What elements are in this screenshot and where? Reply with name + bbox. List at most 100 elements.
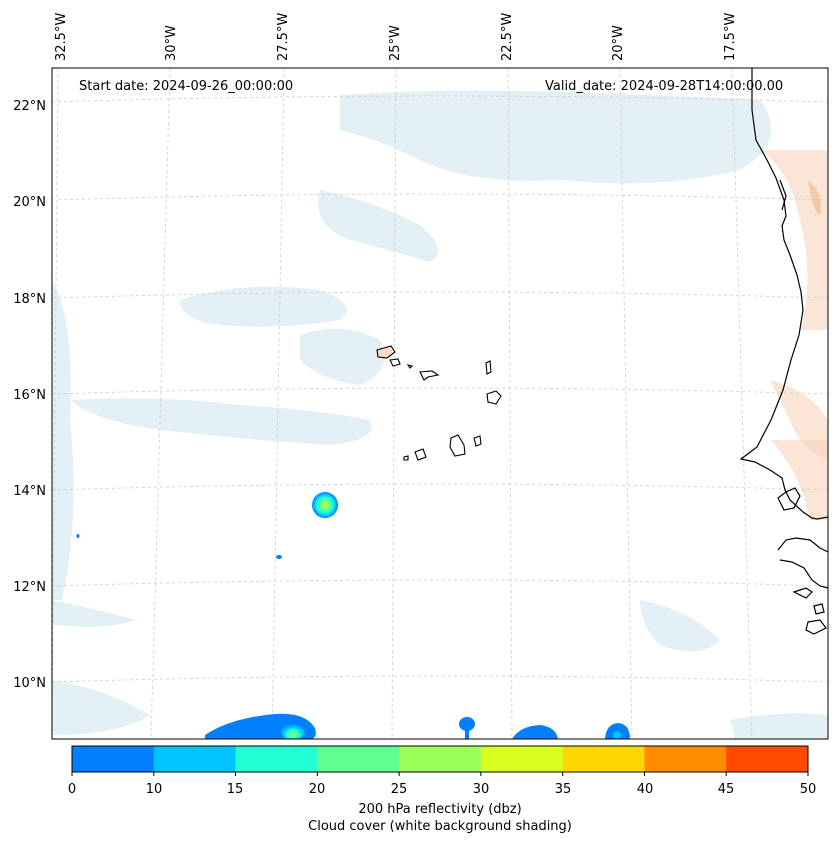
start-date-label: Start date: 2024-09-26_00:00:00 <box>79 79 294 94</box>
land-shading-south <box>770 440 828 520</box>
colorbar-segment <box>317 746 400 772</box>
island-santo-antao <box>376 345 396 359</box>
cape-verde-islands <box>376 345 502 461</box>
reflectivity-cell-south-a-stem <box>465 728 469 739</box>
cloud-edge-west <box>52 280 74 600</box>
cloud-band-north <box>340 90 772 184</box>
cloud-patch-sw <box>52 600 135 627</box>
colorbar-tick-30: 30 <box>472 782 490 797</box>
meridian-30 <box>150 68 171 739</box>
colorbar-segment <box>153 746 237 772</box>
cloud-band-mid <box>70 398 372 445</box>
lat-label-10n: 10°N <box>13 676 46 691</box>
cloud-patch-north <box>318 190 438 262</box>
colorbar-segment <box>644 746 727 772</box>
cloud-patch-se <box>730 713 828 739</box>
africa-coastline <box>739 68 828 635</box>
meridian-27-5 <box>271 68 285 739</box>
reflectivity-core-south-west <box>281 722 305 739</box>
valid-date-label: Valid_date: 2024-09-28T14:00:00.00 <box>545 79 784 94</box>
colorbar-tick-0: 0 <box>67 782 77 797</box>
lat-label-20n: 20°N <box>13 195 46 210</box>
colorbar-segment <box>72 746 155 772</box>
island-sao-nicolau <box>419 370 440 381</box>
colorbar-segment <box>562 746 645 772</box>
colorbar-frame <box>71 745 809 773</box>
land-hotspot <box>808 180 822 215</box>
colorbar-tick-35: 35 <box>554 782 572 797</box>
colorbar <box>71 746 809 776</box>
meridian-22-5 <box>507 68 513 739</box>
meridian-32-5 <box>52 68 59 739</box>
island-santiago <box>449 434 466 457</box>
reflectivity-cell-center <box>312 492 338 518</box>
colorbar-tick-25: 25 <box>390 782 408 797</box>
coastline-bijagos-1 <box>792 587 813 599</box>
cloud-patch-center <box>300 328 385 385</box>
lon-label-20w: 20°W <box>611 25 626 61</box>
colorbar-tick-10: 10 <box>145 782 163 797</box>
parallel-18 <box>52 291 828 299</box>
lon-label-30w: 30°W <box>164 25 179 61</box>
map-layers <box>52 68 828 739</box>
cloud-patch-east <box>640 600 720 652</box>
island-sao-vicente <box>389 358 401 367</box>
coastline-bijagos-2 <box>813 603 825 615</box>
lat-label-16n: 16°N <box>13 388 46 403</box>
island-santa-luzia <box>406 364 414 369</box>
island-brava <box>403 455 409 461</box>
colorbar-tick-50: 50 <box>799 782 817 797</box>
island-fogo <box>414 448 427 461</box>
reflectivity-cell-south-c <box>605 723 630 739</box>
reflectivity-cells <box>76 492 630 739</box>
lon-label-17-5w: 17.5°W <box>723 12 738 61</box>
map-frame <box>51 67 829 740</box>
parallel-22 <box>52 95 828 103</box>
colorbar-tick-20: 20 <box>308 782 326 797</box>
lat-label-18n: 18°N <box>13 292 46 307</box>
lon-label-22-5w: 22.5°W <box>500 12 515 61</box>
meridian-20 <box>619 68 633 739</box>
meridian-17-5 <box>731 68 753 739</box>
reflectivity-core-south-c <box>613 731 621 739</box>
coastline-bijagos-3 <box>805 619 827 635</box>
reflectivity-cell-south-a <box>459 717 475 731</box>
island-boa-vista <box>486 390 502 405</box>
cloud-patch-center-west <box>180 286 347 327</box>
colorbar-sublabel: Cloud cover (white background shading) <box>308 819 572 834</box>
cloud-cover-shading <box>52 90 828 739</box>
lat-label-12n: 12°N <box>13 580 46 595</box>
colorbar-tick-40: 40 <box>636 782 654 797</box>
colorbar-tick-15: 15 <box>226 782 244 797</box>
parallel-14 <box>52 483 828 491</box>
colorbar-segment <box>399 746 482 772</box>
coastline-bay <box>779 179 787 211</box>
parallel-12 <box>52 579 828 587</box>
graticule <box>52 68 828 739</box>
parallel-16 <box>52 387 828 395</box>
colorbar-label: 200 hPa reflectivity (dbz) <box>358 802 522 817</box>
lon-label-32-5w: 32.5°W <box>54 12 69 61</box>
lon-label-27-5w: 27.5°W <box>276 12 291 61</box>
parallel-20 <box>52 193 828 201</box>
meridian-25 <box>391 68 397 739</box>
coastline-senegal-south <box>777 537 828 553</box>
reflectivity-dot-west <box>76 534 80 538</box>
colorbar-segment <box>235 746 318 772</box>
lat-label-14n: 14°N <box>13 484 46 499</box>
coastline-guinea-bissau <box>779 559 828 589</box>
island-maio <box>473 435 482 447</box>
lat-label-22n: 22°N <box>13 99 46 114</box>
lon-label-25w: 25°W <box>388 25 403 61</box>
island-sal <box>485 360 492 375</box>
reflectivity-cell-south-b <box>512 725 558 739</box>
cloud-patch-sw2 <box>52 680 150 735</box>
land-shading <box>760 150 828 520</box>
colorbar-segment <box>480 746 564 772</box>
coastline-gambia-estuary <box>777 487 801 511</box>
reflectivity-dot <box>276 555 282 559</box>
colorbar-segment <box>726 746 809 772</box>
parallel-10 <box>52 675 828 683</box>
coastline-mainland <box>739 68 828 520</box>
